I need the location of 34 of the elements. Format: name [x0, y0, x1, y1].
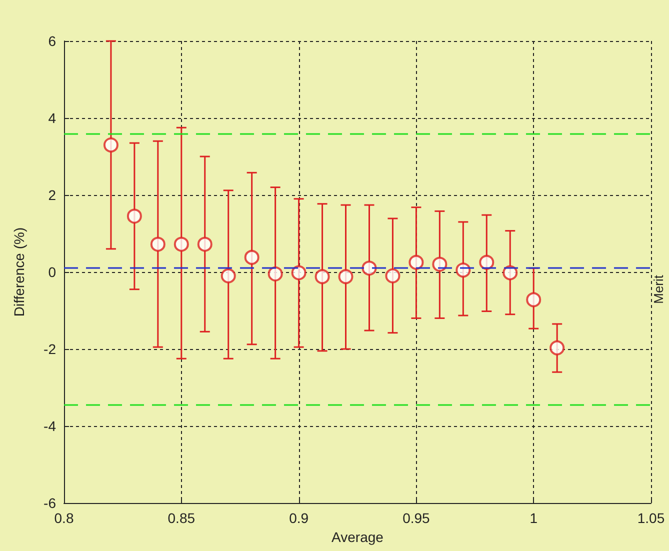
- y-tick-label: 0: [48, 264, 56, 280]
- point: [432, 256, 448, 272]
- x-axis-title: Average: [332, 528, 384, 545]
- point: [526, 292, 542, 308]
- point: [126, 208, 142, 224]
- y-tick-label: -6: [44, 495, 56, 511]
- x-tick-label: 1: [530, 510, 538, 526]
- y-tick-label: 6: [48, 33, 56, 49]
- point: [103, 137, 118, 152]
- point: [550, 340, 565, 356]
- annotation: Merit: [651, 274, 666, 304]
- point: [197, 236, 212, 252]
- y-tick-label: -2: [44, 341, 56, 357]
- y-tick-label: -4: [44, 418, 56, 434]
- point: [338, 269, 354, 284]
- point: [220, 268, 236, 284]
- x-tick-label: 0.85: [168, 510, 196, 526]
- x-tick-label: 0.95: [402, 510, 430, 526]
- y-axis-title: Difference (%): [11, 227, 27, 317]
- point: [385, 268, 400, 284]
- x-tick-label: 0.8: [54, 510, 74, 526]
- point: [150, 236, 166, 252]
- y-tick-label: 4: [48, 110, 56, 126]
- point: [314, 269, 330, 284]
- point: [479, 254, 494, 270]
- point: [408, 254, 424, 270]
- point: [268, 266, 283, 282]
- point: [244, 250, 260, 265]
- x-tick-label: 0.9: [289, 510, 309, 526]
- point: [174, 236, 189, 252]
- x-tick-label: 1.05: [637, 510, 665, 526]
- point: [291, 265, 306, 280]
- y-tick-label: 2: [48, 187, 56, 203]
- point: [362, 260, 377, 276]
